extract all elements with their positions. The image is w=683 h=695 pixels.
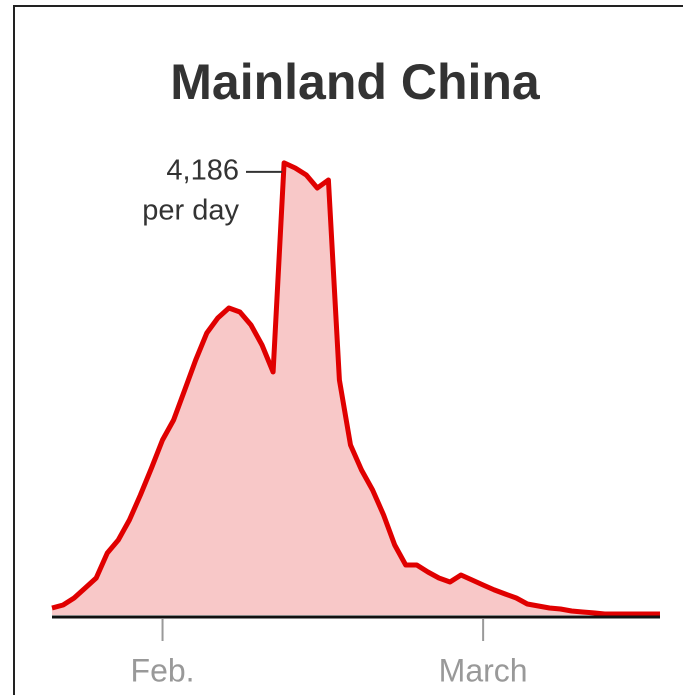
annotation: per day <box>142 195 239 227</box>
chart-title: Mainland China <box>170 54 541 110</box>
x-tick-label: Feb. <box>131 652 195 688</box>
area-fill <box>52 162 660 615</box>
value-label: 4,186 <box>166 155 239 187</box>
x-tick-label: March <box>439 652 528 688</box>
area-line <box>51 160 660 617</box>
